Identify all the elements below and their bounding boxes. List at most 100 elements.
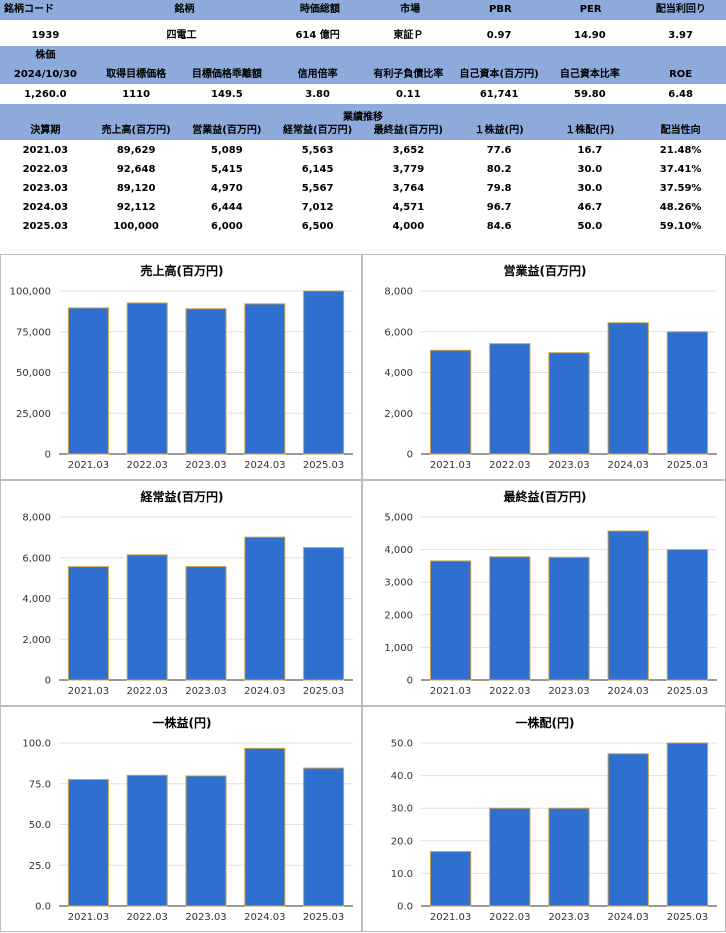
bar (303, 767, 345, 907)
bar (244, 303, 286, 455)
bar (548, 352, 590, 455)
header-net: 最終益(百万円) (373, 125, 443, 136)
performance-header-row: 決算期 売上高(百万円) 営業益(百万円) 経常益(百万円) 最終益(百万円) … (0, 122, 726, 140)
header-price: 株価 (35, 49, 56, 61)
cell-operating: 6,000 (211, 221, 243, 232)
table-row: 2025.03 100,000 6,000 6,500 4,000 84.6 50.0 59.… (0, 218, 726, 236)
value-market: 東証Ｐ (393, 30, 424, 41)
bar (185, 775, 227, 907)
y-tick-label: 3,000 (384, 578, 413, 589)
value-pbr: 0.97 (486, 30, 512, 41)
x-tick-label: 2022.03 (127, 460, 168, 471)
cell-eps: 96.7 (486, 202, 512, 213)
x-tick-label: 2021.03 (430, 460, 471, 471)
cell-dps: 30.0 (577, 183, 603, 194)
y-tick-label: 10.0 (391, 869, 413, 880)
header-margin-ratio: 信用倍率 (297, 68, 338, 80)
chart-1: 売上高(百万円) 0 25,000 50,000 75,000 100,000 2021.0… (0, 254, 362, 480)
x-tick-label: 2024.03 (244, 912, 285, 923)
y-tick-label: 50.0 (391, 739, 413, 750)
cell-operating: 6,444 (211, 202, 243, 213)
bar (126, 554, 168, 681)
chart-svg: 最終益(百万円) 0 1,000 2,000 3,000 4,000 5,000 2021.0… (384, 489, 717, 697)
valuation-value-row: 1,260.0 1110 149.5 3.80 0.11 61,741 59.8… (0, 86, 726, 104)
x-tick-label: 2025.03 (303, 912, 344, 923)
bar (126, 302, 168, 455)
y-tick-label: 2,000 (384, 610, 413, 621)
y-tick-label: 5,000 (384, 513, 413, 524)
header-market: 市場 (400, 4, 421, 15)
y-tick-label: 6,000 (22, 553, 51, 564)
cell-payout: 48.26% (659, 202, 702, 213)
cell-ordinary: 6,500 (301, 221, 334, 232)
cell-net: 3,764 (392, 183, 425, 194)
header-dps: １株配(円) (565, 125, 615, 136)
bar (185, 308, 227, 455)
summary-header-row: 銘柄コード 銘柄 時価総額 市場 PBR PER 配当利回り (0, 0, 726, 20)
y-tick-label: 0 (407, 676, 413, 687)
cell-dps: 16.7 (577, 145, 603, 156)
y-tick-label: 8,000 (384, 287, 413, 298)
bar (607, 322, 649, 455)
header-target-price: 取得目標価格 (106, 68, 167, 80)
header-name: 銘柄 (174, 4, 195, 15)
x-tick-label: 2021.03 (68, 460, 109, 471)
valuation-header-row-2: 2024/10/30 取得目標価格 目標価格乖離額 信用倍率 有利子負債比率 自… (0, 65, 726, 84)
value-equity: 61,741 (479, 89, 519, 100)
x-tick-label: 2023.03 (185, 460, 226, 471)
cell-eps: 80.2 (486, 164, 512, 175)
value-margin-ratio: 3.80 (305, 89, 330, 100)
cell-period: 2024.03 (22, 202, 69, 213)
cell-period: 2025.03 (22, 221, 69, 232)
x-tick-label: 2025.03 (667, 460, 708, 471)
chart-svg: 一株配(円) 0.0 10.0 20.0 30.0 40.0 50.0 2021.03 2022… (391, 715, 717, 923)
bar (607, 753, 649, 907)
cell-operating: 4,970 (211, 183, 243, 194)
header-roe: ROE (669, 68, 693, 80)
cell-ordinary: 5,567 (301, 183, 334, 194)
x-tick-label: 2024.03 (608, 912, 649, 923)
header-price-date: 2024/10/30 (13, 68, 77, 80)
x-tick-label: 2021.03 (430, 686, 471, 697)
x-tick-label: 2022.03 (127, 686, 168, 697)
y-tick-label: 25,000 (16, 409, 51, 420)
table-row: 2022.03 92,648 5,415 6,145 3,779 80.2 30.0 37.4… (0, 161, 726, 179)
cell-dps: 50.0 (577, 221, 603, 232)
x-tick-label: 2025.03 (303, 460, 344, 471)
chart-6: 一株配(円) 0.0 10.0 20.0 30.0 40.0 50.0 2021.03 2022… (362, 706, 726, 932)
bar (666, 742, 709, 907)
cell-period: 2021.03 (22, 145, 69, 156)
summary-value-row: 1939 四電工 614 億円 東証Ｐ 0.97 14.90 3.97 (0, 26, 726, 46)
value-per: 14.90 (574, 30, 606, 41)
cell-sales: 100,000 (113, 221, 159, 232)
bar (244, 536, 286, 681)
cell-net: 4,571 (392, 202, 425, 213)
chart-svg: 経常益(百万円) 0 2,000 4,000 6,000 8,000 2021.03 2022… (22, 489, 353, 697)
header-equity: 自己資本(百万円) (459, 68, 539, 80)
bar (67, 307, 109, 455)
chart-title: 経常益(百万円) (141, 489, 224, 504)
cell-payout: 59.10% (659, 221, 702, 232)
cell-sales: 92,112 (116, 202, 156, 213)
y-tick-label: 25.0 (29, 861, 51, 872)
cell-eps: 79.8 (486, 183, 512, 194)
y-tick-label: 100,000 (10, 287, 51, 298)
bar (67, 566, 109, 681)
bar (429, 349, 472, 455)
chart-title: 売上高(百万円) (141, 263, 224, 278)
chart-5: 一株益(円) 0.0 25.0 50.0 75.0 100.0 2021.03 2022.03… (0, 706, 362, 932)
y-tick-label: 4,000 (22, 594, 51, 605)
y-tick-label: 0.0 (35, 902, 51, 913)
x-tick-label: 2023.03 (185, 912, 226, 923)
cell-ordinary: 6,145 (301, 164, 334, 175)
cell-payout: 37.41% (659, 164, 702, 175)
chart-svg: 営業益(百万円) 0 2,000 4,000 6,000 8,000 2021.03 2022… (384, 263, 717, 471)
chart-title: 営業益(百万円) (504, 263, 587, 278)
x-tick-label: 2021.03 (68, 686, 109, 697)
y-tick-label: 0.0 (397, 902, 413, 913)
y-tick-label: 0 (407, 450, 413, 461)
x-tick-label: 2023.03 (185, 686, 226, 697)
x-tick-label: 2023.03 (548, 460, 589, 471)
y-tick-label: 100.0 (22, 739, 51, 750)
value-equity-ratio: 59.80 (574, 89, 606, 100)
